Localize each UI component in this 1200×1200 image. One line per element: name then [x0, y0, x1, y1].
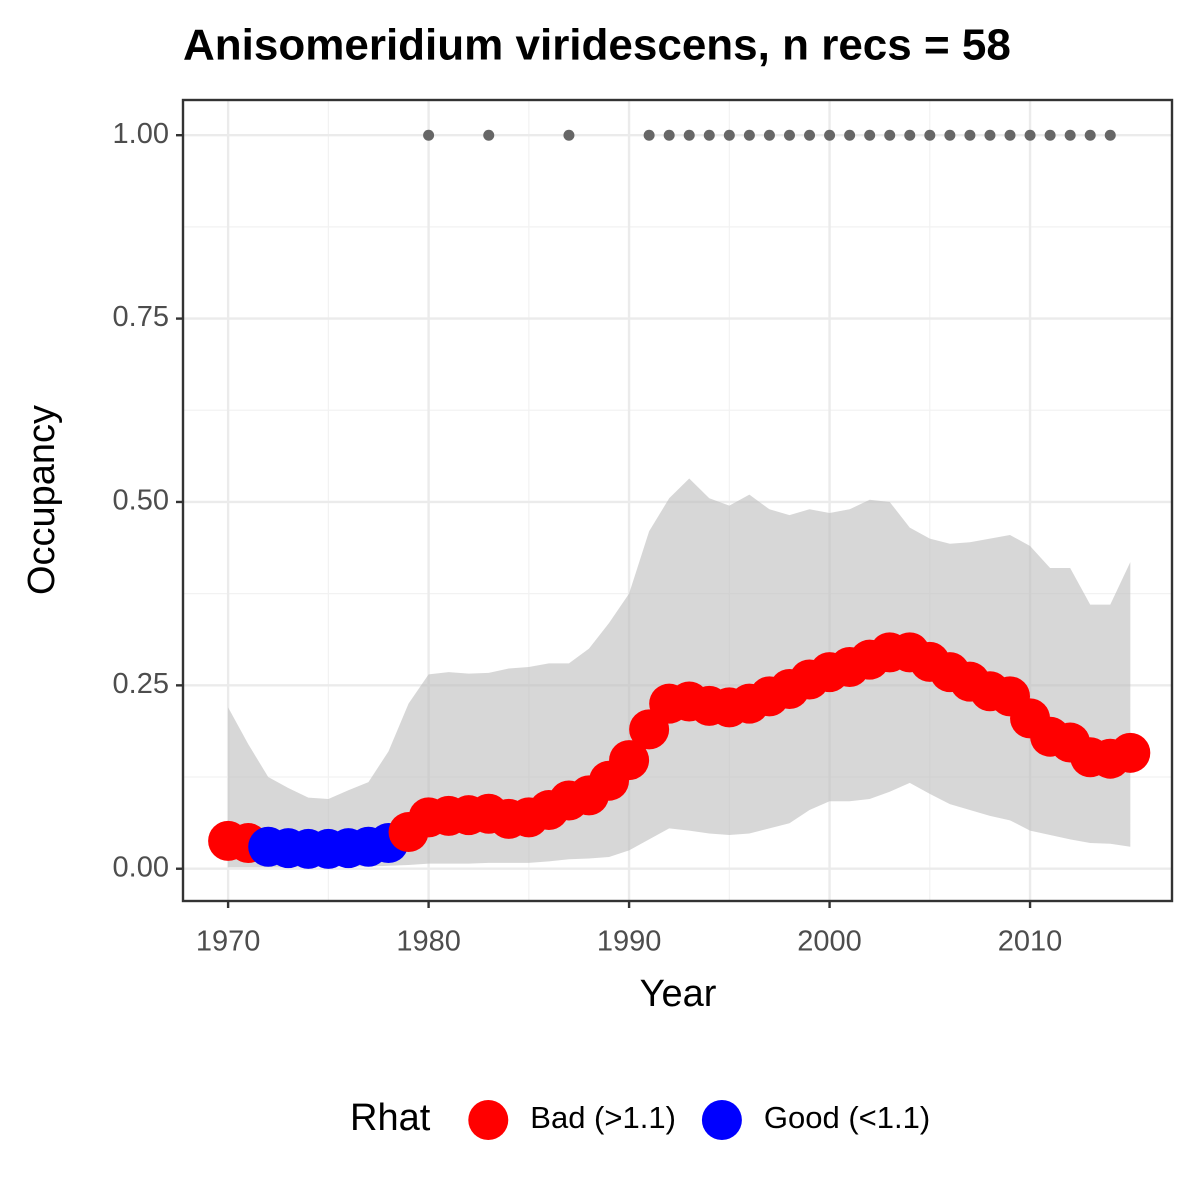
record-point: [884, 129, 896, 141]
record-point: [1044, 129, 1056, 141]
record-point: [483, 129, 495, 141]
panel-border: [181, 98, 1174, 903]
record-point: [743, 129, 755, 141]
record-point: [1024, 129, 1036, 141]
y-tick-label: 0.50: [113, 485, 169, 517]
record-point: [924, 129, 936, 141]
occupancy-point: [609, 740, 650, 781]
record-point: [683, 129, 695, 141]
legend-label: Good (<1.1): [764, 1100, 930, 1135]
y-tick-label: 1.00: [113, 118, 169, 150]
legend-key: [701, 1100, 742, 1140]
record-point: [1104, 129, 1116, 141]
record-point: [643, 129, 655, 141]
y-axis-label: Occupancy: [21, 405, 63, 595]
x-tick-label: 1970: [196, 926, 261, 958]
credible-interval: [228, 478, 1131, 868]
record-point: [423, 129, 435, 141]
x-tick-label: 2010: [998, 926, 1063, 958]
chart-title: Anisomeridium viridescens, n recs = 58: [183, 21, 1011, 70]
legend-label: Bad (>1.1): [530, 1100, 676, 1135]
y-tick-label: 0.25: [113, 668, 169, 700]
x-axis-label: Year: [640, 973, 717, 1015]
record-point: [1004, 129, 1016, 141]
legend-key: [468, 1100, 509, 1140]
record-point: [783, 129, 795, 141]
record-point: [844, 129, 856, 141]
x-tick-label: 2000: [797, 926, 862, 958]
legend-title: Rhat: [350, 1097, 431, 1139]
record-point: [944, 129, 956, 141]
x-tick-label: 1990: [597, 926, 662, 958]
record-point: [904, 129, 916, 141]
record-point: [663, 129, 675, 141]
y-tick-label: 0.75: [113, 301, 169, 333]
record-point: [1064, 129, 1076, 141]
record-point: [703, 129, 715, 141]
record-point: [723, 129, 735, 141]
record-point: [1084, 129, 1096, 141]
record-point: [864, 129, 876, 141]
record-point: [804, 129, 816, 141]
record-point: [824, 129, 836, 141]
record-point: [964, 129, 976, 141]
record-point: [763, 129, 775, 141]
occupancy-point: [1110, 732, 1151, 773]
x-tick-label: 1980: [396, 926, 461, 958]
record-point: [563, 129, 575, 141]
record-point: [984, 129, 996, 141]
y-tick-label: 0.00: [113, 851, 169, 883]
